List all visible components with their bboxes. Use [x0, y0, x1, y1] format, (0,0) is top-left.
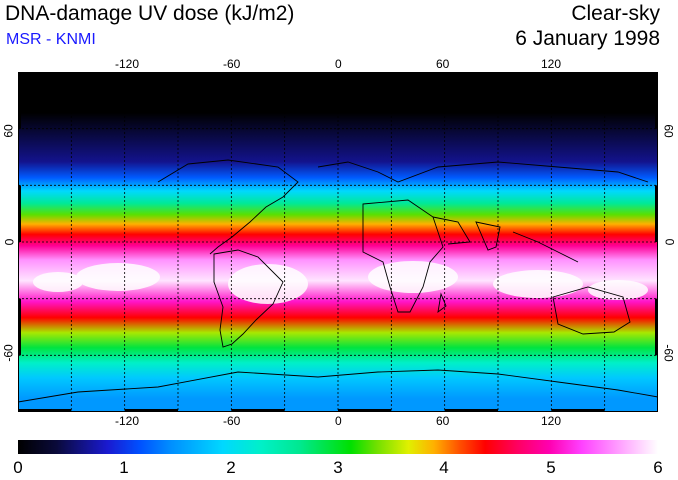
top-lon-label-minus60: -60	[223, 57, 241, 71]
colorbar-label-3: 3	[333, 458, 343, 477]
frame-segment	[18, 298, 21, 356]
frame-segment	[655, 298, 658, 356]
frame-segment	[18, 72, 21, 129]
frame-segment	[655, 72, 658, 129]
frame-segment	[18, 72, 72, 75]
frame-segment	[338, 72, 392, 75]
coastlines	[18, 159, 658, 403]
high-dose-patches	[33, 261, 648, 304]
frame-segment	[18, 409, 72, 412]
top-lon-label-0: 0	[335, 57, 342, 71]
colorbar-label-2: 2	[226, 458, 236, 477]
date-label: 6 January 1998	[515, 27, 660, 50]
coast-arabia	[432, 216, 471, 245]
left-lat-label-60: 60	[1, 124, 16, 138]
frame-segment	[655, 185, 658, 242]
frame-segment	[231, 72, 285, 75]
left-lat-label-0: 0	[2, 238, 17, 246]
frame-segment	[551, 72, 605, 75]
colorbar-label-1: 1	[119, 458, 129, 477]
bottom-lon-label-minus60: -60	[223, 414, 241, 428]
sky-condition-label: Clear-sky	[571, 2, 660, 25]
top-lon-label-minus120: -120	[115, 57, 140, 71]
frame-segment	[444, 72, 498, 75]
colorbar-label-6: 6	[653, 458, 663, 477]
bottom-lon-label-minus120: -120	[115, 414, 140, 428]
uv-dose-map	[18, 72, 658, 412]
coast-europe-asia	[317, 161, 649, 183]
frame-segment	[18, 185, 21, 242]
frame-segment	[444, 409, 498, 412]
graticule	[18, 72, 658, 412]
coast-north-america	[157, 159, 299, 255]
frame-segment	[551, 409, 605, 412]
right-lat-label-minus60: -60	[661, 344, 676, 362]
coast-south-america	[213, 249, 284, 348]
frame-segment	[338, 409, 392, 412]
map-title: DNA-damage UV dose (kJ/m2)	[5, 2, 295, 25]
bottom-lon-label-0: 0	[335, 414, 342, 428]
colorbar-label-5: 5	[546, 458, 556, 477]
coast-se-asia	[512, 231, 579, 263]
bottom-lon-label-60: 60	[436, 414, 450, 428]
right-lat-label-0: 0	[662, 238, 677, 246]
coast-madagascar	[437, 292, 447, 314]
frame-segment	[231, 409, 285, 412]
frame-ticks	[18, 72, 658, 412]
colorbar-label-4: 4	[439, 458, 449, 477]
coast-antarctica	[18, 369, 658, 403]
frame-segment	[124, 409, 178, 412]
coast-africa	[362, 199, 444, 313]
source-label: MSR - KNMI	[6, 31, 96, 48]
colorbar-label-0: 0	[13, 458, 23, 477]
top-lon-label-60: 60	[436, 57, 450, 71]
coast-india	[475, 221, 501, 251]
right-lat-label-60: 60	[661, 124, 676, 138]
frame-segment	[124, 72, 178, 75]
coast-australia	[552, 286, 631, 335]
colorbar	[18, 440, 658, 454]
bottom-lon-label-120: 120	[541, 414, 562, 428]
top-lon-label-120: 120	[541, 57, 562, 71]
left-lat-label-minus60: -60	[1, 344, 16, 362]
